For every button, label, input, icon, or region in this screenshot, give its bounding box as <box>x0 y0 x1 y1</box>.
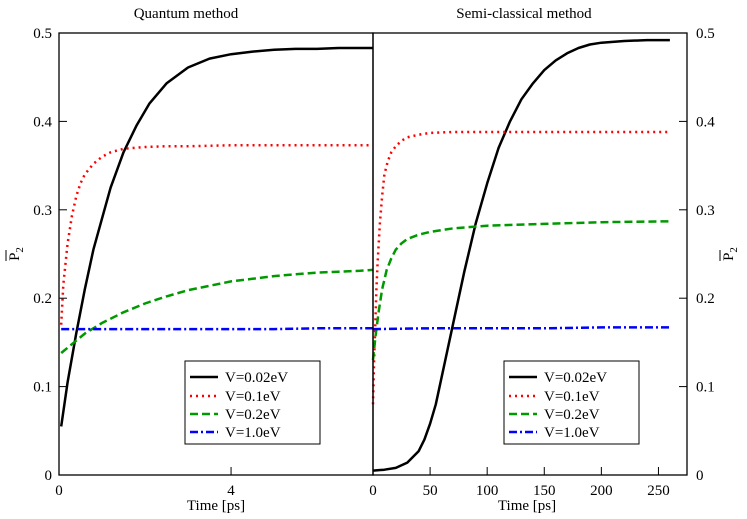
semiclassical-series-v-0-02ev <box>372 38 670 472</box>
quantum-ytick-label: 0.4 <box>33 114 52 130</box>
quantum-legend-label-2: V=0.2eV <box>225 407 281 423</box>
quantum-ytick-label: 0.2 <box>33 291 52 307</box>
quantum-series-v-0-1ev <box>59 144 373 325</box>
semiclassical-ylabel-main: P <box>721 253 737 261</box>
semiclassical-plot-area <box>371 38 670 472</box>
quantum-series-v-0-2ev <box>60 268 374 354</box>
quantum-legend-box <box>184 360 321 445</box>
quantum-title: Quantum method <box>134 6 239 22</box>
semiclassical-xtick-label: 200 <box>590 483 613 499</box>
quantum-legend: V=0.02eV V=0.1eV V=0.2eV V=1.0eV <box>184 360 321 445</box>
semiclassical-ylabel-sub: 2 <box>728 247 740 253</box>
semiclassical-ylabel: P2 <box>719 247 740 261</box>
quantum-xtick-label: 0 <box>55 483 63 499</box>
quantum-ytick-label: 0.3 <box>33 203 52 219</box>
semiclassical-ytick-label: 0.1 <box>696 380 715 396</box>
semiclassical-xtick-label: 250 <box>647 483 670 499</box>
semiclassical-xtick-label: 0 <box>369 483 377 499</box>
quantum-ylabel-main: P <box>7 253 23 261</box>
semiclassical-ytick-label: 0.3 <box>696 203 715 219</box>
semiclassical-ytick-label: 0.5 <box>696 26 715 42</box>
semiclassical-xlabel: Time [ps] <box>498 498 556 514</box>
svg-text:P2: P2 <box>7 247 26 261</box>
quantum-ytick-label: 0 <box>45 468 53 484</box>
semiclassical-legend: V=0.02eV V=0.1eV V=0.2eV V=1.0eV <box>503 360 640 445</box>
semiclassical-ytick-label: 0 <box>696 468 704 484</box>
semiclassical-xtick-label: 150 <box>533 483 556 499</box>
quantum-xtick-label: 4 <box>227 483 235 499</box>
quantum-xlabel: Time [ps] <box>187 498 245 514</box>
quantum-ytick-label: 0.5 <box>33 26 52 42</box>
quantum-legend-label-3: V=1.0eV <box>225 425 281 441</box>
semiclassical-ytick-label: 0.2 <box>696 291 715 307</box>
semiclassical-legend-box <box>503 360 640 445</box>
quantum-plot-area <box>59 46 374 427</box>
semiclassical-panel: Semi-classical method Time [ps] P2 V=0.0… <box>369 6 740 514</box>
quantum-ylabel-sub: 2 <box>14 247 26 253</box>
semiclassical-legend-label-3: V=1.0eV <box>544 425 600 441</box>
quantum-series-v-1-0ev <box>61 327 373 331</box>
semiclassical-ytick-label: 0.4 <box>696 114 715 130</box>
quantum-series-v-0-02ev <box>59 46 373 427</box>
semiclassical-xtick-label: 50 <box>423 483 438 499</box>
semiclassical-xtick-label: 100 <box>476 483 499 499</box>
svg-text:P2: P2 <box>721 247 740 261</box>
semiclassical-legend-label-2: V=0.2eV <box>544 407 600 423</box>
quantum-ytick-label: 0.1 <box>33 380 52 396</box>
semiclassical-legend-label-0: V=0.02eV <box>544 370 607 386</box>
quantum-ylabel: P2 <box>5 247 26 261</box>
semiclassical-axes-frame <box>372 32 688 476</box>
semiclassical-legend-label-1: V=0.1eV <box>544 389 600 405</box>
quantum-legend-label-1: V=0.1eV <box>225 389 281 405</box>
semiclassical-series-v-0-2ev <box>371 220 670 361</box>
quantum-panel: Quantum method Time [ps] P2 V=0.02eV V=0… <box>5 6 374 514</box>
semiclassical-title: Semi-classical method <box>456 6 592 22</box>
quantum-legend-label-0: V=0.02eV <box>225 370 288 386</box>
